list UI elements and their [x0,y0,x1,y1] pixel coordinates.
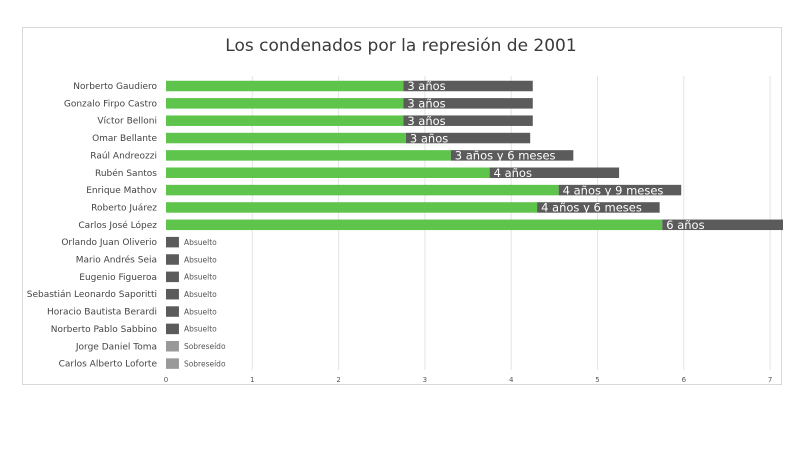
bar-data-label: 3 años [407,79,445,93]
category-label: Mario Andrés Seia [76,255,157,266]
bar-data-label: Absuelto [184,255,217,264]
bar-segment-dark [166,288,179,300]
bar-segment-green [166,219,663,231]
bar-segment-dark [403,115,533,126]
x-tick-label: 5 [595,376,599,384]
chart-frame: Los condenados por la represión de 2001 … [22,27,783,385]
bar-data-label: Absuelto [184,290,217,299]
x-axis-ticks: 0 1 2 3 4 5 6 7 [164,376,773,384]
category-label: Jorge Daniel Toma [75,342,157,352]
category-label: Omar Bellante [92,134,157,144]
bar-segment-dark [166,271,179,283]
category-labels: Norberto Gaudiero Gonzalo Firpo Castro Víc… [27,82,158,370]
bar-segment-green [166,167,490,178]
bar-data-label: Absuelto [184,273,217,282]
bar-data-label: Sobreseído [184,342,226,351]
bar-segment-green [166,202,538,213]
bar-segment-green [166,98,404,109]
category-label: Orlando Juan Oliverio [61,238,157,248]
bar-segment-dark [450,150,574,161]
x-tick-label: 0 [164,376,168,384]
bar-chart: Los condenados por la represión de 2001 … [27,36,783,384]
category-label: Horacio Bautista Berardi [47,308,157,318]
bar-segment-dark [166,254,179,265]
bar-data-label: Absuelto [184,238,217,247]
bar-data-label: 4 años [494,166,532,180]
category-label: Enrique Mathov [86,186,157,196]
category-label: Rubén Santos [95,168,157,179]
x-tick-label: 1 [250,376,254,384]
bar-data-label: Sobreseído [184,359,226,368]
bar-segment-green [166,115,404,126]
bar-segment-light [166,358,179,369]
bar-segment-green [166,80,404,92]
bar-segment-green [166,150,451,161]
category-label: Roberto Juárez [91,203,157,213]
bar-segment-dark [403,98,533,109]
bar-data-label: 3 años [410,131,448,145]
bar-segment-dark [558,184,682,196]
bar-segment-dark [662,219,783,231]
bar-data-label: 6 años [666,218,704,232]
bar-data-label: 4 años y 6 meses [541,201,642,215]
bar-segment-dark [166,306,179,317]
bar-data-label: 3 años [407,114,445,128]
chart-title: Los condenados por la represión de 2001 [225,36,576,56]
category-label: Norberto Pablo Sabbino [51,325,158,335]
bar-data-label: Absuelto [184,307,217,316]
x-tick-label: 6 [682,376,687,384]
bar-segment-light [166,341,179,352]
category-label: Carlos José López [78,220,157,231]
category-label: Sebastián Leonardo Saporitti [27,290,157,300]
x-tick-label: 4 [509,376,514,384]
bars: 3 años 3 años 3 años 3 años 3 años y 6 meses… [166,79,783,369]
bar-data-label: 4 años y 9 meses [563,183,664,197]
category-label: Norberto Gaudiero [73,82,157,92]
x-tick-label: 2 [336,376,340,384]
category-label: Raúl Andreozzi [90,151,157,161]
bar-segment-dark [166,323,179,335]
bar-segment-green [166,184,559,196]
x-tick-label: 7 [768,376,772,384]
category-label: Eugenio Figueroa [79,273,157,283]
bar-data-label: 3 años [407,97,445,111]
bar-segment-green [166,132,406,144]
bar-segment-dark [166,236,179,248]
x-tick-label: 3 [423,376,427,384]
category-label: Carlos Alberto Loforte [59,360,158,370]
bar-segment-dark [489,167,620,178]
bar-segment-dark [537,202,660,213]
bar-segment-dark [405,132,531,144]
category-label: Víctor Belloni [97,117,157,127]
category-label: Gonzalo Firpo Castro [64,99,158,109]
bar-data-label: 3 años y 6 meses [455,149,556,163]
bar-data-label: Absuelto [184,325,217,334]
bar-segment-dark [403,80,533,92]
